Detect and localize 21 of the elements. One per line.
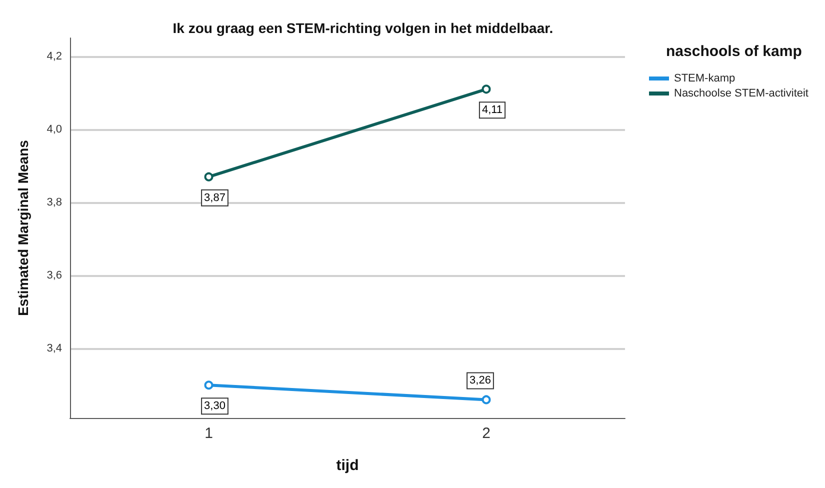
legend-label: Naschoolse STEM-activiteit xyxy=(674,88,808,100)
x-tick-label: 1 xyxy=(204,425,213,442)
y-tick-label: 3,6 xyxy=(46,270,62,282)
point xyxy=(482,84,491,94)
y-tick-label: 4,2 xyxy=(46,50,62,62)
point xyxy=(204,172,214,182)
point xyxy=(482,395,491,404)
y-tick-label: 3,8 xyxy=(46,196,62,208)
data-label: 3,30 xyxy=(204,400,226,412)
data-label: 3,26 xyxy=(470,374,491,387)
y-tick-label: 4,0 xyxy=(46,123,62,136)
chart-title: Ik zou graag een STEM-richting volgen in het middelbaar. xyxy=(172,20,554,36)
data-label: 4,11 xyxy=(482,104,503,116)
legend-title: naschools of kamp xyxy=(666,43,802,60)
y-axis-title: Estimated Marginal Means xyxy=(15,140,31,316)
y-tick-label: 3,4 xyxy=(46,342,62,355)
legend-label: STEM-kamp xyxy=(674,72,736,84)
point xyxy=(204,380,214,390)
data-label: 3,87 xyxy=(204,192,226,204)
x-tick-label: 2 xyxy=(482,425,490,442)
x-axis-title: tijd xyxy=(336,457,359,474)
